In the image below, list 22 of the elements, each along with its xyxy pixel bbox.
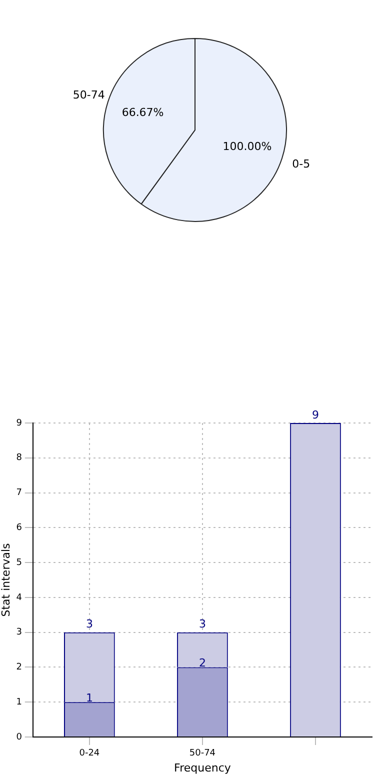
y-tick-label: 3 (16, 628, 22, 638)
y-tick-label: 0 (16, 732, 22, 742)
y-tick-label: 9 (16, 418, 22, 428)
data-label: 1 (86, 691, 93, 704)
y-tick-label: 1 (16, 697, 22, 708)
y-tick-label: 7 (16, 488, 22, 498)
y-tick-label: 2 (16, 662, 22, 673)
total-label: 9 (312, 408, 319, 422)
total-label: 3 (86, 618, 93, 631)
slice-label: 0-5 (292, 157, 310, 170)
x-tick-label: 0-24 (79, 748, 100, 759)
data-label: 66.67% (122, 106, 164, 119)
y-axis-title: Stat intervals (0, 542, 12, 617)
y-tick-label: 4 (16, 592, 22, 603)
total-label: 3 (198, 618, 206, 631)
y-tick-label: 6 (16, 523, 22, 534)
data-label: 100.00% (222, 140, 272, 153)
data-label: 2 (198, 656, 206, 670)
y-tick-label: 8 (16, 453, 22, 464)
y-tick-label: 5 (16, 558, 22, 568)
slice-label: 50-74 (72, 88, 105, 102)
x-axis-title: Frequency (174, 761, 232, 774)
